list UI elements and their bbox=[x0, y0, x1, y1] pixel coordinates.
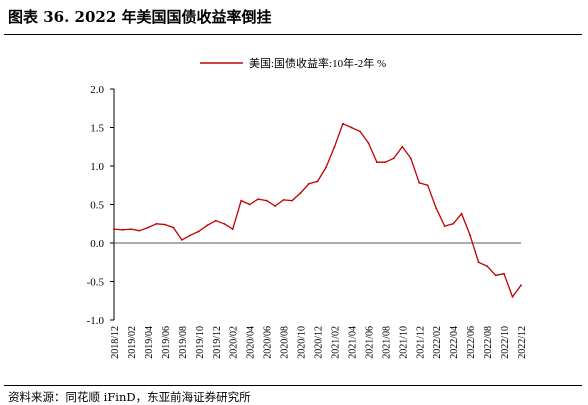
data-point bbox=[172, 226, 175, 229]
data-point bbox=[392, 157, 395, 160]
x-tick-label: 2020/06 bbox=[263, 326, 274, 359]
data-point bbox=[477, 261, 480, 264]
x-tick-label: 2022/02 bbox=[432, 326, 443, 359]
data-point bbox=[486, 265, 488, 267]
x-tick-label: 2022/10 bbox=[500, 326, 511, 359]
data-point bbox=[113, 228, 115, 231]
data-point bbox=[469, 234, 471, 237]
data-point bbox=[291, 199, 293, 202]
chart-series bbox=[113, 122, 522, 298]
x-tick-label: 2021/10 bbox=[398, 326, 409, 359]
data-point bbox=[248, 203, 251, 206]
y-tick-label: -1.0 bbox=[87, 315, 105, 327]
data-point bbox=[155, 222, 158, 225]
data-point bbox=[511, 296, 514, 298]
data-point bbox=[299, 192, 302, 194]
x-tick-label: 2021/08 bbox=[381, 326, 392, 359]
y-tick-label: 1.5 bbox=[90, 123, 104, 135]
x-tick-label: 2019/08 bbox=[178, 326, 189, 359]
data-point bbox=[376, 161, 378, 164]
x-tick-label: 2020/04 bbox=[246, 326, 257, 359]
y-tick-label: -0.5 bbox=[87, 277, 105, 289]
data-point bbox=[333, 145, 336, 148]
y-tick-label: 2.0 bbox=[90, 84, 104, 96]
data-point bbox=[180, 239, 183, 241]
data-point bbox=[520, 284, 522, 287]
data-point bbox=[206, 224, 209, 227]
data-point bbox=[435, 207, 438, 210]
data-point bbox=[384, 161, 387, 164]
data-point bbox=[359, 130, 361, 133]
data-point bbox=[308, 182, 310, 185]
series-line bbox=[113, 123, 522, 298]
legend-label: 美国:国债收益率:10年-2年 % bbox=[249, 56, 386, 70]
data-point bbox=[460, 212, 463, 215]
yield-spread-chart: 美国:国债收益率:10年-2年 % 2.0 1.5 1.0 0.5 0.0 -0.5 -1.… bbox=[87, 56, 528, 359]
data-point bbox=[223, 222, 226, 225]
x-tick-label: 2019/06 bbox=[161, 326, 172, 359]
y-tick-label: 0.5 bbox=[90, 200, 104, 212]
data-point bbox=[443, 225, 446, 228]
title-divider bbox=[4, 34, 582, 35]
x-tick-label: 2019/10 bbox=[195, 326, 206, 359]
x-tick-label: 2020/12 bbox=[314, 326, 325, 359]
data-point bbox=[418, 182, 421, 184]
data-point bbox=[401, 145, 404, 148]
data-point bbox=[503, 272, 505, 275]
source-note: 资料来源：同花顺 iFinD，东亚前海证券研究所 bbox=[8, 390, 251, 404]
data-point bbox=[214, 219, 217, 222]
x-tick-label: 2019/02 bbox=[127, 326, 138, 359]
data-point bbox=[316, 180, 319, 183]
x-tick-label: 2021/02 bbox=[330, 326, 341, 359]
data-point bbox=[197, 230, 200, 233]
data-point bbox=[164, 223, 166, 226]
data-point bbox=[240, 199, 243, 202]
x-tick-label: 2019/04 bbox=[144, 326, 155, 359]
data-point bbox=[121, 229, 124, 231]
data-point bbox=[231, 228, 234, 231]
data-point bbox=[367, 142, 370, 144]
y-tick-label: 1.0 bbox=[90, 161, 104, 173]
data-point bbox=[409, 157, 412, 160]
x-tick-label: 2019/12 bbox=[212, 326, 223, 359]
x-tick-label: 2021/12 bbox=[415, 326, 426, 359]
x-tick-label: 2022/04 bbox=[449, 326, 460, 359]
x-tick-label: 2022/06 bbox=[466, 326, 477, 359]
x-tick-label: 2022/08 bbox=[483, 326, 494, 359]
figure-title: 图表 36. 2022 年美国国债收益率倒挂 bbox=[8, 8, 272, 26]
x-tick-label: 2018/12 bbox=[110, 326, 121, 359]
data-point bbox=[130, 228, 132, 231]
data-point bbox=[189, 234, 192, 237]
data-point bbox=[147, 226, 149, 229]
x-tick-label: 2020/02 bbox=[229, 326, 240, 359]
chart-legend: 美国:国债收益率:10年-2年 % bbox=[200, 56, 386, 70]
data-point bbox=[282, 199, 285, 201]
chart-axes: 2.0 1.5 1.0 0.5 0.0 -0.5 -1.0 2018/12 2019/02 201… bbox=[87, 84, 528, 359]
data-point bbox=[325, 166, 327, 169]
data-point bbox=[342, 122, 344, 125]
data-point bbox=[274, 205, 276, 207]
data-point bbox=[138, 229, 141, 232]
x-tick-label: 2020/08 bbox=[280, 326, 291, 359]
data-point bbox=[350, 126, 353, 129]
x-tick-label: 2020/10 bbox=[297, 326, 308, 359]
x-tick-label: 2021/06 bbox=[364, 326, 375, 359]
data-point bbox=[257, 198, 259, 201]
y-tick-label: 0.0 bbox=[90, 238, 104, 250]
data-point bbox=[452, 222, 455, 225]
data-point bbox=[265, 199, 268, 202]
data-point bbox=[494, 274, 497, 277]
x-tick-label: 2022/12 bbox=[517, 326, 528, 359]
x-tick-label: 2021/04 bbox=[347, 326, 358, 359]
data-point bbox=[426, 184, 429, 187]
footer-divider bbox=[4, 385, 582, 386]
